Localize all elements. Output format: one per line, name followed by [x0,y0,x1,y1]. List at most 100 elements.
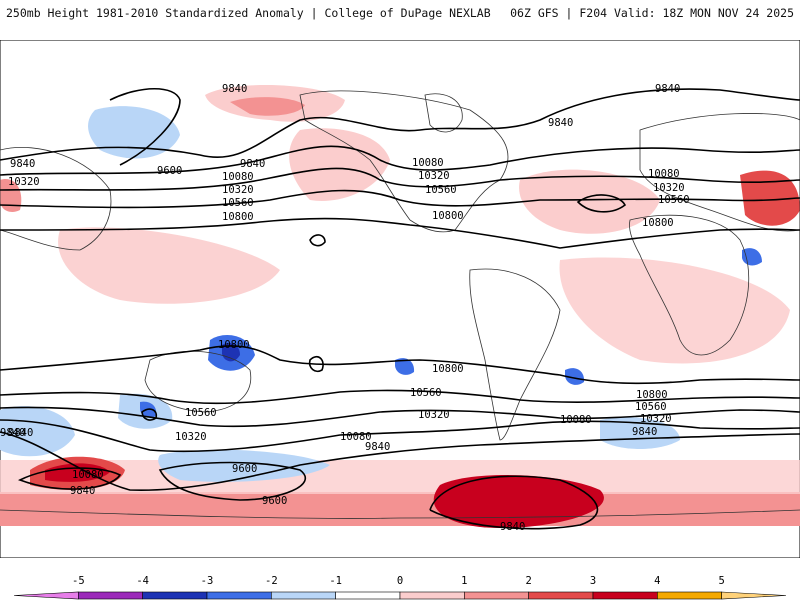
contour-10560-south [0,389,800,405]
colorbar-swatch [721,591,787,600]
colorbar-swatch [335,591,401,600]
contour-label: 10800 [222,211,254,223]
contour-labels: 9840 9840 9840 9600 9840 10080 10320 105… [0,83,690,533]
colorbar-tick-label: 2 [526,575,532,587]
contour-label: 9600 [262,495,287,507]
south-negative-west [0,406,75,457]
contour-label: 9600 [157,165,182,177]
contour-9600-south [158,461,307,501]
contour-10800-south [0,345,800,385]
contour-label: 9840 [222,83,247,95]
colorbar-swatch [657,591,722,600]
africa-outline [629,214,750,356]
colorbar-swatches [13,591,787,600]
colorbar-tick-label: 5 [719,575,725,587]
colorbar-swatch [528,591,594,600]
colorbar-swatch [271,591,336,600]
north-america-outline [299,90,509,233]
contour-label: 9840 [70,485,95,497]
antarctic-strong-positive [433,474,604,528]
contour-label: 10080 [412,157,444,169]
colorbar-swatch [142,591,208,600]
contour-label: 10560 [658,194,690,206]
contour-label: 10080 [72,469,104,481]
colorbar-tick-label: 1 [461,575,467,587]
contour-label: 10080 [222,171,254,183]
contour-label: 9840 [240,158,265,170]
contour-label: 9840 [8,427,33,439]
colorbar-swatch [206,591,272,600]
colorbar-swatch [78,591,143,600]
model-run-info: 06Z GFS | F204 Valid: 18Z MON NOV 24 202… [510,6,794,20]
contour-label: 10800 [432,210,464,222]
contour-label: 10800 [642,217,674,229]
colorbar-tick-label: 4 [654,575,660,587]
southern-positive-band [0,492,800,526]
north-america-positive [289,128,390,201]
contour-10080-south [0,419,800,453]
contour-label: 10320 [8,176,40,188]
contour-label: 10080 [340,431,372,443]
chart-title: 250mb Height 1981-2010 Standardized Anom… [6,6,491,20]
contour-10320-north [0,167,800,191]
pacific-negative-1 [395,358,415,375]
colorbar-tick-label: -5 [72,575,85,587]
contour-9840-south [0,431,800,492]
contour-label: 10800 [636,389,668,401]
southern-ocean-negative [158,449,330,482]
contour-label: 10080 [560,414,592,426]
colorbar-swatch [13,591,79,600]
colorbar-swatch [464,591,529,600]
colorbar-tick-label: -4 [136,575,149,587]
australia-outline [144,350,252,413]
contour-label: 9840 [548,117,573,129]
contour-label: 10320 [222,184,254,196]
contour-10080-pacific [17,467,122,490]
contour-label: 10560 [185,407,217,419]
contour-label: 10560 [635,401,667,413]
contour-label: 10560 [425,184,457,196]
continent-outlines [0,90,800,519]
atlantic-negative [565,368,585,385]
height-contours [0,87,800,530]
contour-label: 9840 [632,426,657,438]
contour-10800-north [0,217,800,249]
contour-9840-north [0,88,800,161]
contour-10560-north [0,189,800,209]
anomaly-shading [0,84,800,528]
small-contour-2 [576,194,627,213]
contour-label: 9840 [655,83,680,95]
antarctica-outline [0,509,800,519]
asia-pacific-positive [58,227,281,304]
contour-label: 10320 [418,170,450,182]
colorbar-ticks: -5 -4 -3 -2 -1 0 1 2 3 4 5 [72,575,725,587]
contour-label: 9840 [500,521,525,533]
colorbar-swatch [592,591,658,600]
middle-east-positive [740,170,800,226]
east-asia-outline [0,147,112,251]
contour-10320-south [0,406,800,428]
contour-label: 9840 [365,441,390,453]
colorbar-tick-label: 0 [397,575,403,587]
contour-label: 9840 [10,158,35,170]
south-america-outline [469,268,561,441]
atlantic-positive [519,169,660,234]
anomaly-map: 9840 9840 9840 9600 9840 10080 10320 105… [0,40,800,558]
contour-9600-north [109,87,181,166]
colorbar-tick-label: 3 [590,575,596,587]
colorbar-swatch [399,591,465,600]
contour-label: 10080 [648,168,680,180]
contour-label: 10800 [218,339,250,351]
north-pacific-core [230,97,305,116]
contour-10080-north [0,145,800,176]
contour-9840-antarctic [429,475,599,530]
colorbar-tick-label: -1 [329,575,342,587]
contour-label: 10560 [222,197,254,209]
contour-label: 10560 [410,387,442,399]
small-contour-1 [309,234,326,247]
west-pacific-positive [0,179,22,212]
colorbar-legend: -5 -4 -3 -2 -1 0 1 2 3 4 5 [13,575,787,600]
contour-label: 9600 [232,463,257,475]
contour-label: 10320 [418,409,450,421]
colorbar-tick-label: -2 [265,575,278,587]
